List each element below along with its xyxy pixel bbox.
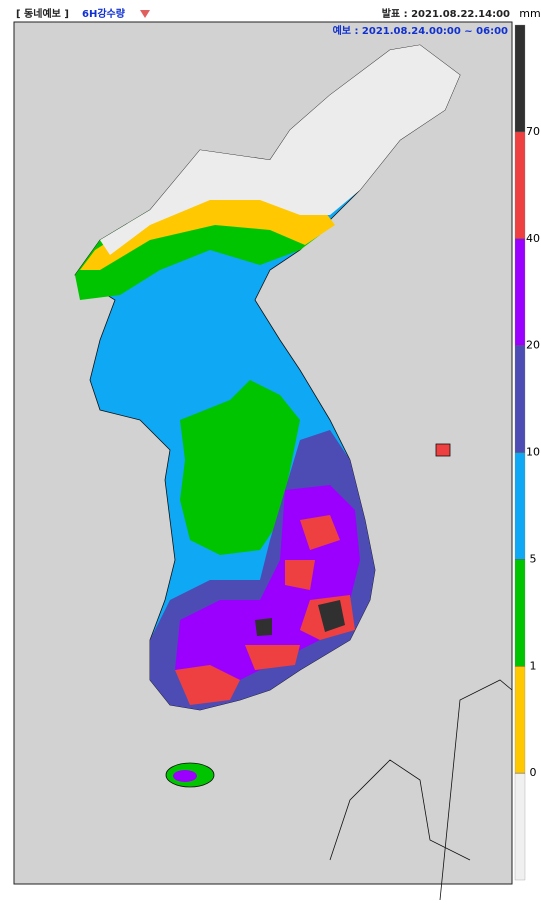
legend-swatch <box>514 345 526 453</box>
legend-swatch <box>514 131 526 239</box>
legend-tick-label: 1 <box>530 659 537 672</box>
variable-label[interactable]: 6H강수량 <box>82 7 126 20</box>
legend-tick-label: 20 <box>526 339 540 352</box>
legend-tick-label: 40 <box>526 232 540 245</box>
issued-time: 발표 : 2021.08.22.14:00 <box>382 7 510 20</box>
legend-unit: mm <box>519 7 540 20</box>
product-label: [ 동네예보 ] <box>16 7 69 20</box>
legend-swatch <box>514 24 526 133</box>
legend-tick-label: 5 <box>530 552 537 565</box>
map-land <box>74 44 513 901</box>
dropdown-icon[interactable] <box>140 10 150 18</box>
legend-swatch <box>514 772 526 881</box>
legend: 0 1 5 10 20 40 70 mm <box>514 7 541 881</box>
legend-tick-label: 0 <box>530 766 537 779</box>
valid-time: 예보 : 2021.08.24.00:00 ~ 06:00 <box>333 24 508 37</box>
legend-swatch <box>514 559 526 667</box>
legend-tick-label: 70 <box>526 125 540 138</box>
legend-swatch <box>514 452 526 560</box>
legend-swatch <box>514 666 526 774</box>
legend-swatch <box>514 238 526 346</box>
legend-tick-label: 10 <box>526 446 540 459</box>
